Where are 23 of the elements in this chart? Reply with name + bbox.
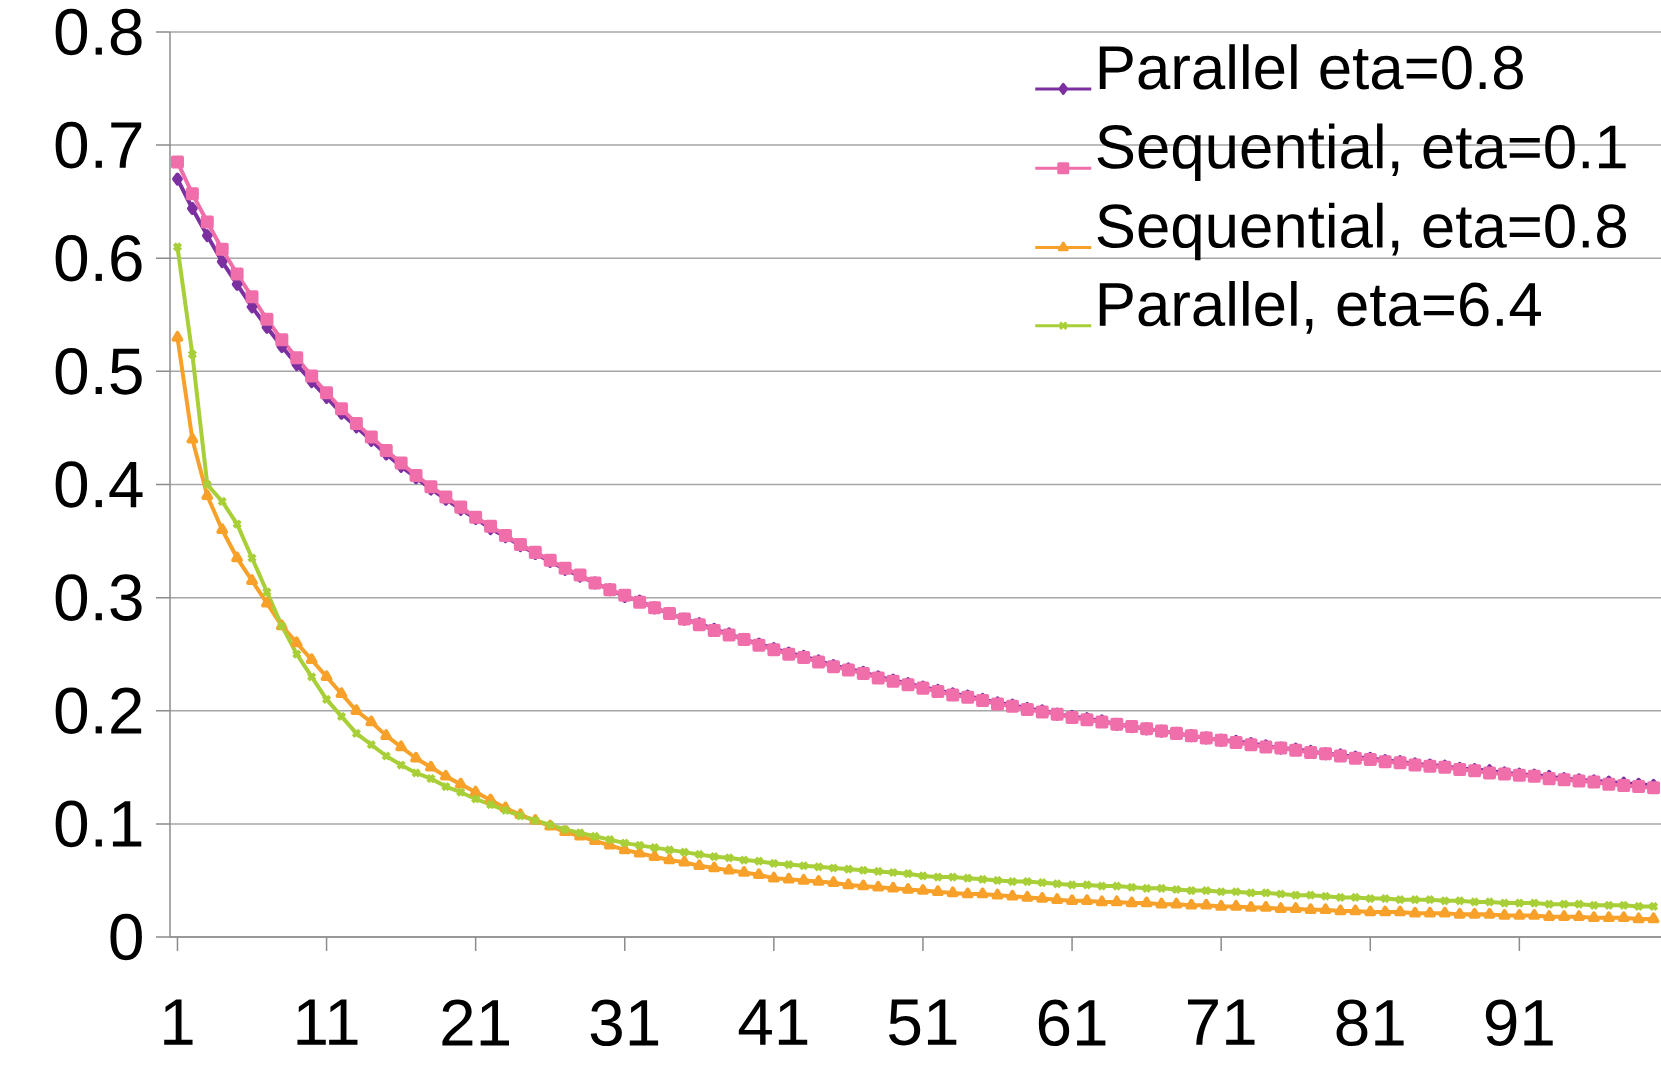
x-tick-label: 41 [738, 999, 808, 1045]
legend-label: Parallel eta=0.8 [1099, 44, 1523, 90]
legend-label: Sequential, eta=0.1 [1097, 123, 1626, 182]
x-tick-label: 11 [297, 999, 358, 1045]
legend-label: Sequential, eta=0.8 [1097, 202, 1627, 261]
y-tick-label: 0.7 [55, 121, 142, 169]
x-tick-label: 91 [1485, 999, 1553, 1047]
x-tick-label: 1 [164, 999, 193, 1045]
x-tick-label: 61 [1038, 999, 1106, 1047]
y-tick-label: 0.3 [55, 574, 142, 621]
x-tick-label: 31 [590, 999, 659, 1047]
y-tick-label: 0.5 [55, 348, 142, 395]
y-tick-label: 0.2 [55, 687, 142, 735]
x-tick-label: 21 [442, 999, 510, 1046]
y-tick-label: 0.1 [55, 800, 142, 848]
x-tick-label: 81 [1336, 999, 1404, 1047]
y-tick-label: 0.8 [55, 8, 142, 56]
x-tick-label: 51 [889, 999, 957, 1046]
y-tick-label: 0.4 [55, 461, 143, 508]
x-tick-label: 71 [1187, 999, 1255, 1045]
legend-label: Parallel, eta=6.4 [1099, 280, 1541, 334]
y-tick-label: 0 [110, 913, 142, 961]
y-tick-label: 0.6 [55, 234, 142, 282]
